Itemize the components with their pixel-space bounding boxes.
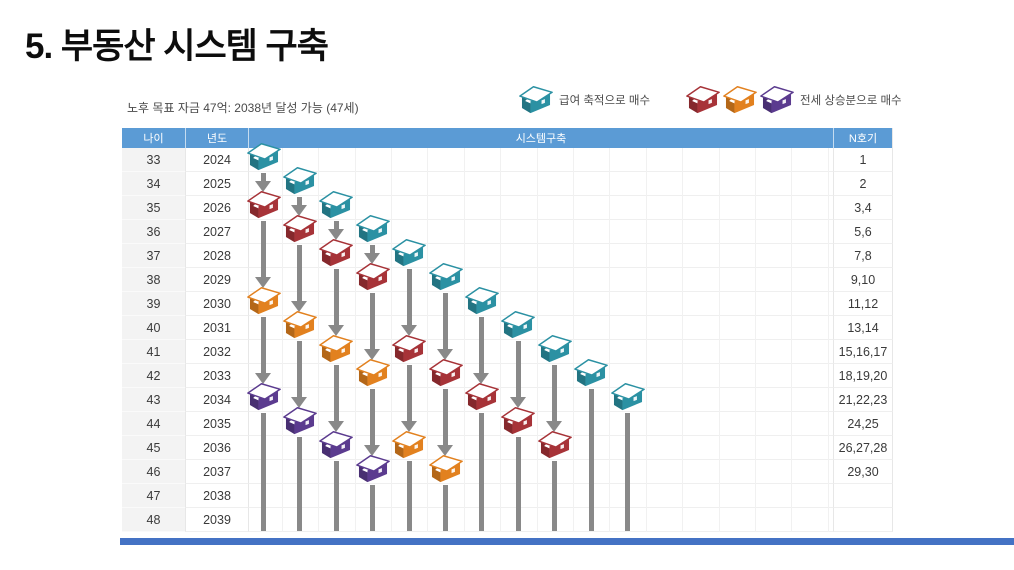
age-cell: 34 [122,172,185,196]
units-cell: 15,16,17 [833,340,893,364]
goal-subtitle: 노후 목표 자금 47억: 2038년 달성 가능 (47세) [127,101,359,115]
system-cell [248,220,833,244]
units-cell: 7,8 [833,244,893,268]
age-cell: 47 [122,484,185,508]
system-cell [248,292,833,316]
units-cell: 5,6 [833,220,893,244]
age-cell: 45 [122,436,185,460]
table-row: 43 2034 21,22,23 [122,388,893,412]
system-cell [248,268,833,292]
age-cell: 40 [122,316,185,340]
age-cell: 44 [122,412,185,436]
salary-house-icon [519,84,553,115]
table-row: 34 2025 2 [122,172,893,196]
year-cell: 2027 [185,220,248,244]
table-row: 45 2036 26,27,28 [122,436,893,460]
table-row: 47 2038 [122,484,893,508]
year-cell: 2026 [185,196,248,220]
units-cell: 11,12 [833,292,893,316]
table-row: 40 2031 13,14 [122,316,893,340]
header-system: 시스템구축 [248,128,833,148]
year-cell: 2028 [185,244,248,268]
system-cell [248,436,833,460]
system-cell [248,148,833,172]
units-cell: 18,19,20 [833,364,893,388]
system-cell [248,172,833,196]
table-row: 48 2039 [122,508,893,532]
year-cell: 2029 [185,268,248,292]
system-cell [248,196,833,220]
units-cell: 1 [833,148,893,172]
year-cell: 2030 [185,292,248,316]
age-cell: 33 [122,148,185,172]
age-cell: 41 [122,340,185,364]
year-cell: 2035 [185,412,248,436]
year-cell: 2036 [185,436,248,460]
legend-salary-label: 급여 축적으로 매수 [559,94,651,107]
system-cell [248,484,833,508]
system-cell [248,340,833,364]
system-cell [248,316,833,340]
system-cell [248,364,833,388]
system-cell [248,412,833,436]
age-cell: 48 [122,508,185,532]
system-table: 나이 년도 시스템구축 N호기 33 2024 1 34 2025 2 35 2026 3,4 3… [122,128,893,532]
age-cell: 46 [122,460,185,484]
units-cell [833,484,893,508]
table-row: 36 2027 5,6 [122,220,893,244]
system-cell [248,388,833,412]
header-units: N호기 [833,128,893,148]
table-row: 46 2037 29,30 [122,460,893,484]
units-cell: 13,14 [833,316,893,340]
page-title: 5. 부동산 시스템 구축 [25,27,329,66]
units-cell: 29,30 [833,460,893,484]
table-row: 44 2035 24,25 [122,412,893,436]
year-cell: 2033 [185,364,248,388]
legend: 급여 축적으로 매수 전세 상승분으로 매수 [519,83,902,116]
age-cell: 39 [122,292,185,316]
table-row: 39 2030 11,12 [122,292,893,316]
header-year: 년도 [185,128,248,148]
table-row: 42 2033 18,19,20 [122,364,893,388]
table-row: 41 2032 15,16,17 [122,340,893,364]
table-body: 33 2024 1 34 2025 2 35 2026 3,4 36 2027 5,6 37 2028 7,… [122,148,893,532]
year-cell: 2037 [185,460,248,484]
units-cell: 24,25 [833,412,893,436]
year-cell: 2024 [185,148,248,172]
year-cell: 2039 [185,508,248,532]
table-row: 33 2024 1 [122,148,893,172]
units-cell: 26,27,28 [833,436,893,460]
jeonse-house-icon-orange [723,84,757,115]
header-age: 나이 [143,133,164,145]
age-cell: 42 [122,364,185,388]
year-cell: 2038 [185,484,248,508]
jeonse-house-icon-red [686,84,720,115]
units-cell: 3,4 [833,196,893,220]
legend-jeonse-label: 전세 상승분으로 매수 [800,94,902,107]
year-cell: 2032 [185,340,248,364]
units-cell: 2 [833,172,893,196]
system-cell [248,460,833,484]
units-cell: 9,10 [833,268,893,292]
system-cell [248,508,833,532]
table-row: 35 2026 3,4 [122,196,893,220]
year-cell: 2031 [185,316,248,340]
units-cell [833,508,893,532]
age-cell: 37 [122,244,185,268]
age-cell: 36 [122,220,185,244]
table-header: 나이 년도 시스템구축 N호기 [122,128,893,148]
age-cell: 38 [122,268,185,292]
year-cell: 2034 [185,388,248,412]
table-row: 37 2028 7,8 [122,244,893,268]
system-cell [248,244,833,268]
age-cell: 35 [122,196,185,220]
units-cell: 21,22,23 [833,388,893,412]
age-cell: 43 [122,388,185,412]
year-cell: 2025 [185,172,248,196]
table-row: 38 2029 9,10 [122,268,893,292]
jeonse-house-icon-purple [760,84,794,115]
bottom-accent-bar [120,538,1014,545]
